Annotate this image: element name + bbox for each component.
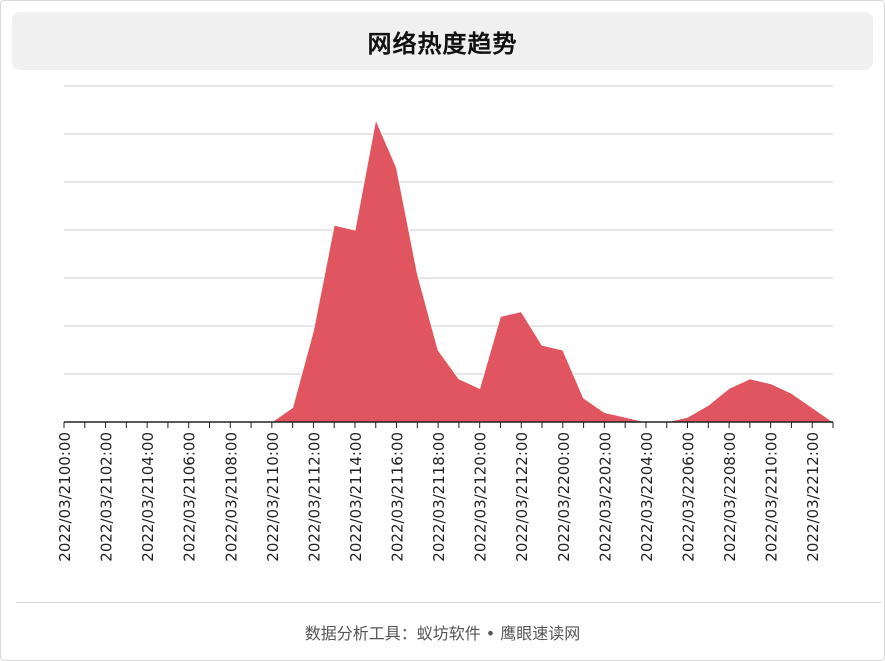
x-tick-label-17: 2022/03/2210:00 [763,432,781,562]
x-tick-label-8: 2022/03/2116:00 [389,432,407,562]
x-tick-label-13: 2022/03/2202:00 [596,432,614,562]
x-tick-label-0: 2022/03/2100:00 [56,432,74,562]
x-tick-label-9: 2022/03/2118:00 [430,432,448,562]
x-tick-label-6: 2022/03/2112:00 [305,432,323,562]
x-tick-label-4: 2022/03/2108:00 [222,432,240,562]
title-bar: 网络热度趋势 [12,12,873,70]
x-tick-label-18: 2022/03/2212:00 [804,432,822,562]
x-tick-label-2: 2022/03/2104:00 [139,432,157,562]
x-axis-tick-labels: 2022/03/2100:00 2022/03/2102:00 2022/03/21… [56,432,822,562]
series-area-group [63,117,835,423]
x-axis [63,421,834,428]
x-tick-label-1: 2022/03/2102:00 [98,432,116,562]
x-tick-label-10: 2022/03/2120:00 [472,432,490,562]
chart-title: 网络热度趋势 [367,29,518,58]
x-tick-label-3: 2022/03/2106:00 [181,432,199,562]
x-tick-label-12: 2022/03/2200:00 [555,432,573,562]
x-tick-label-16: 2022/03/2208:00 [721,432,739,562]
x-tick-label-11: 2022/03/2122:00 [513,432,531,562]
footer-divider [16,602,881,603]
footer-credit: 数据分析工具：蚁坊软件 • 鹰眼速读网 [304,624,581,643]
series-area [64,117,835,423]
x-tick-label-15: 2022/03/2206:00 [680,432,698,562]
x-tick-label-5: 2022/03/2110:00 [264,432,282,562]
x-tick-label-7: 2022/03/2114:00 [347,432,365,562]
x-tick-label-14: 2022/03/2204:00 [638,432,656,562]
